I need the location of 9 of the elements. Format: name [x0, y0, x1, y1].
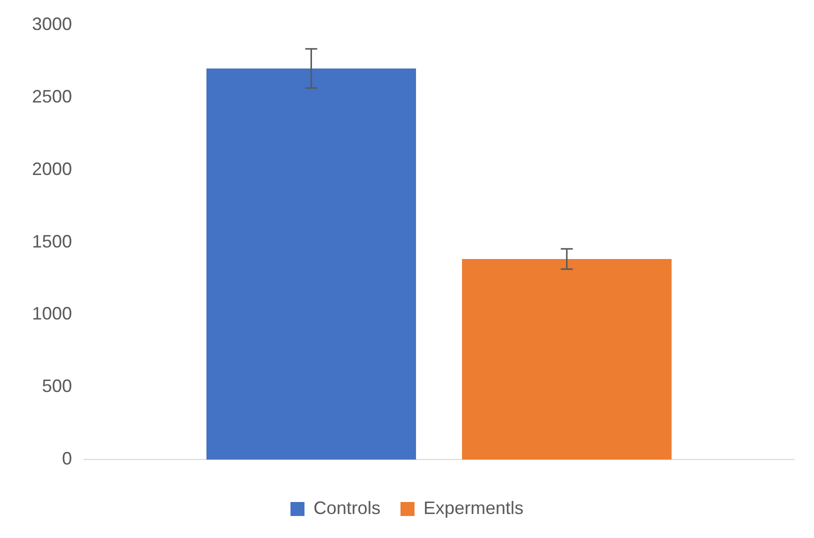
y-tick-label: 500 — [42, 376, 72, 396]
y-tick-label: 0 — [62, 448, 72, 469]
y-tick-label: 3000 — [32, 14, 72, 34]
y-tick-label: 2000 — [32, 158, 72, 179]
legend-label: Expermentls — [423, 498, 524, 518]
y-tick-label: 1000 — [32, 304, 72, 324]
y-tick-label: 2500 — [32, 86, 72, 106]
y-tick-label: 1500 — [32, 231, 72, 252]
legend-label: Controls — [313, 498, 380, 518]
